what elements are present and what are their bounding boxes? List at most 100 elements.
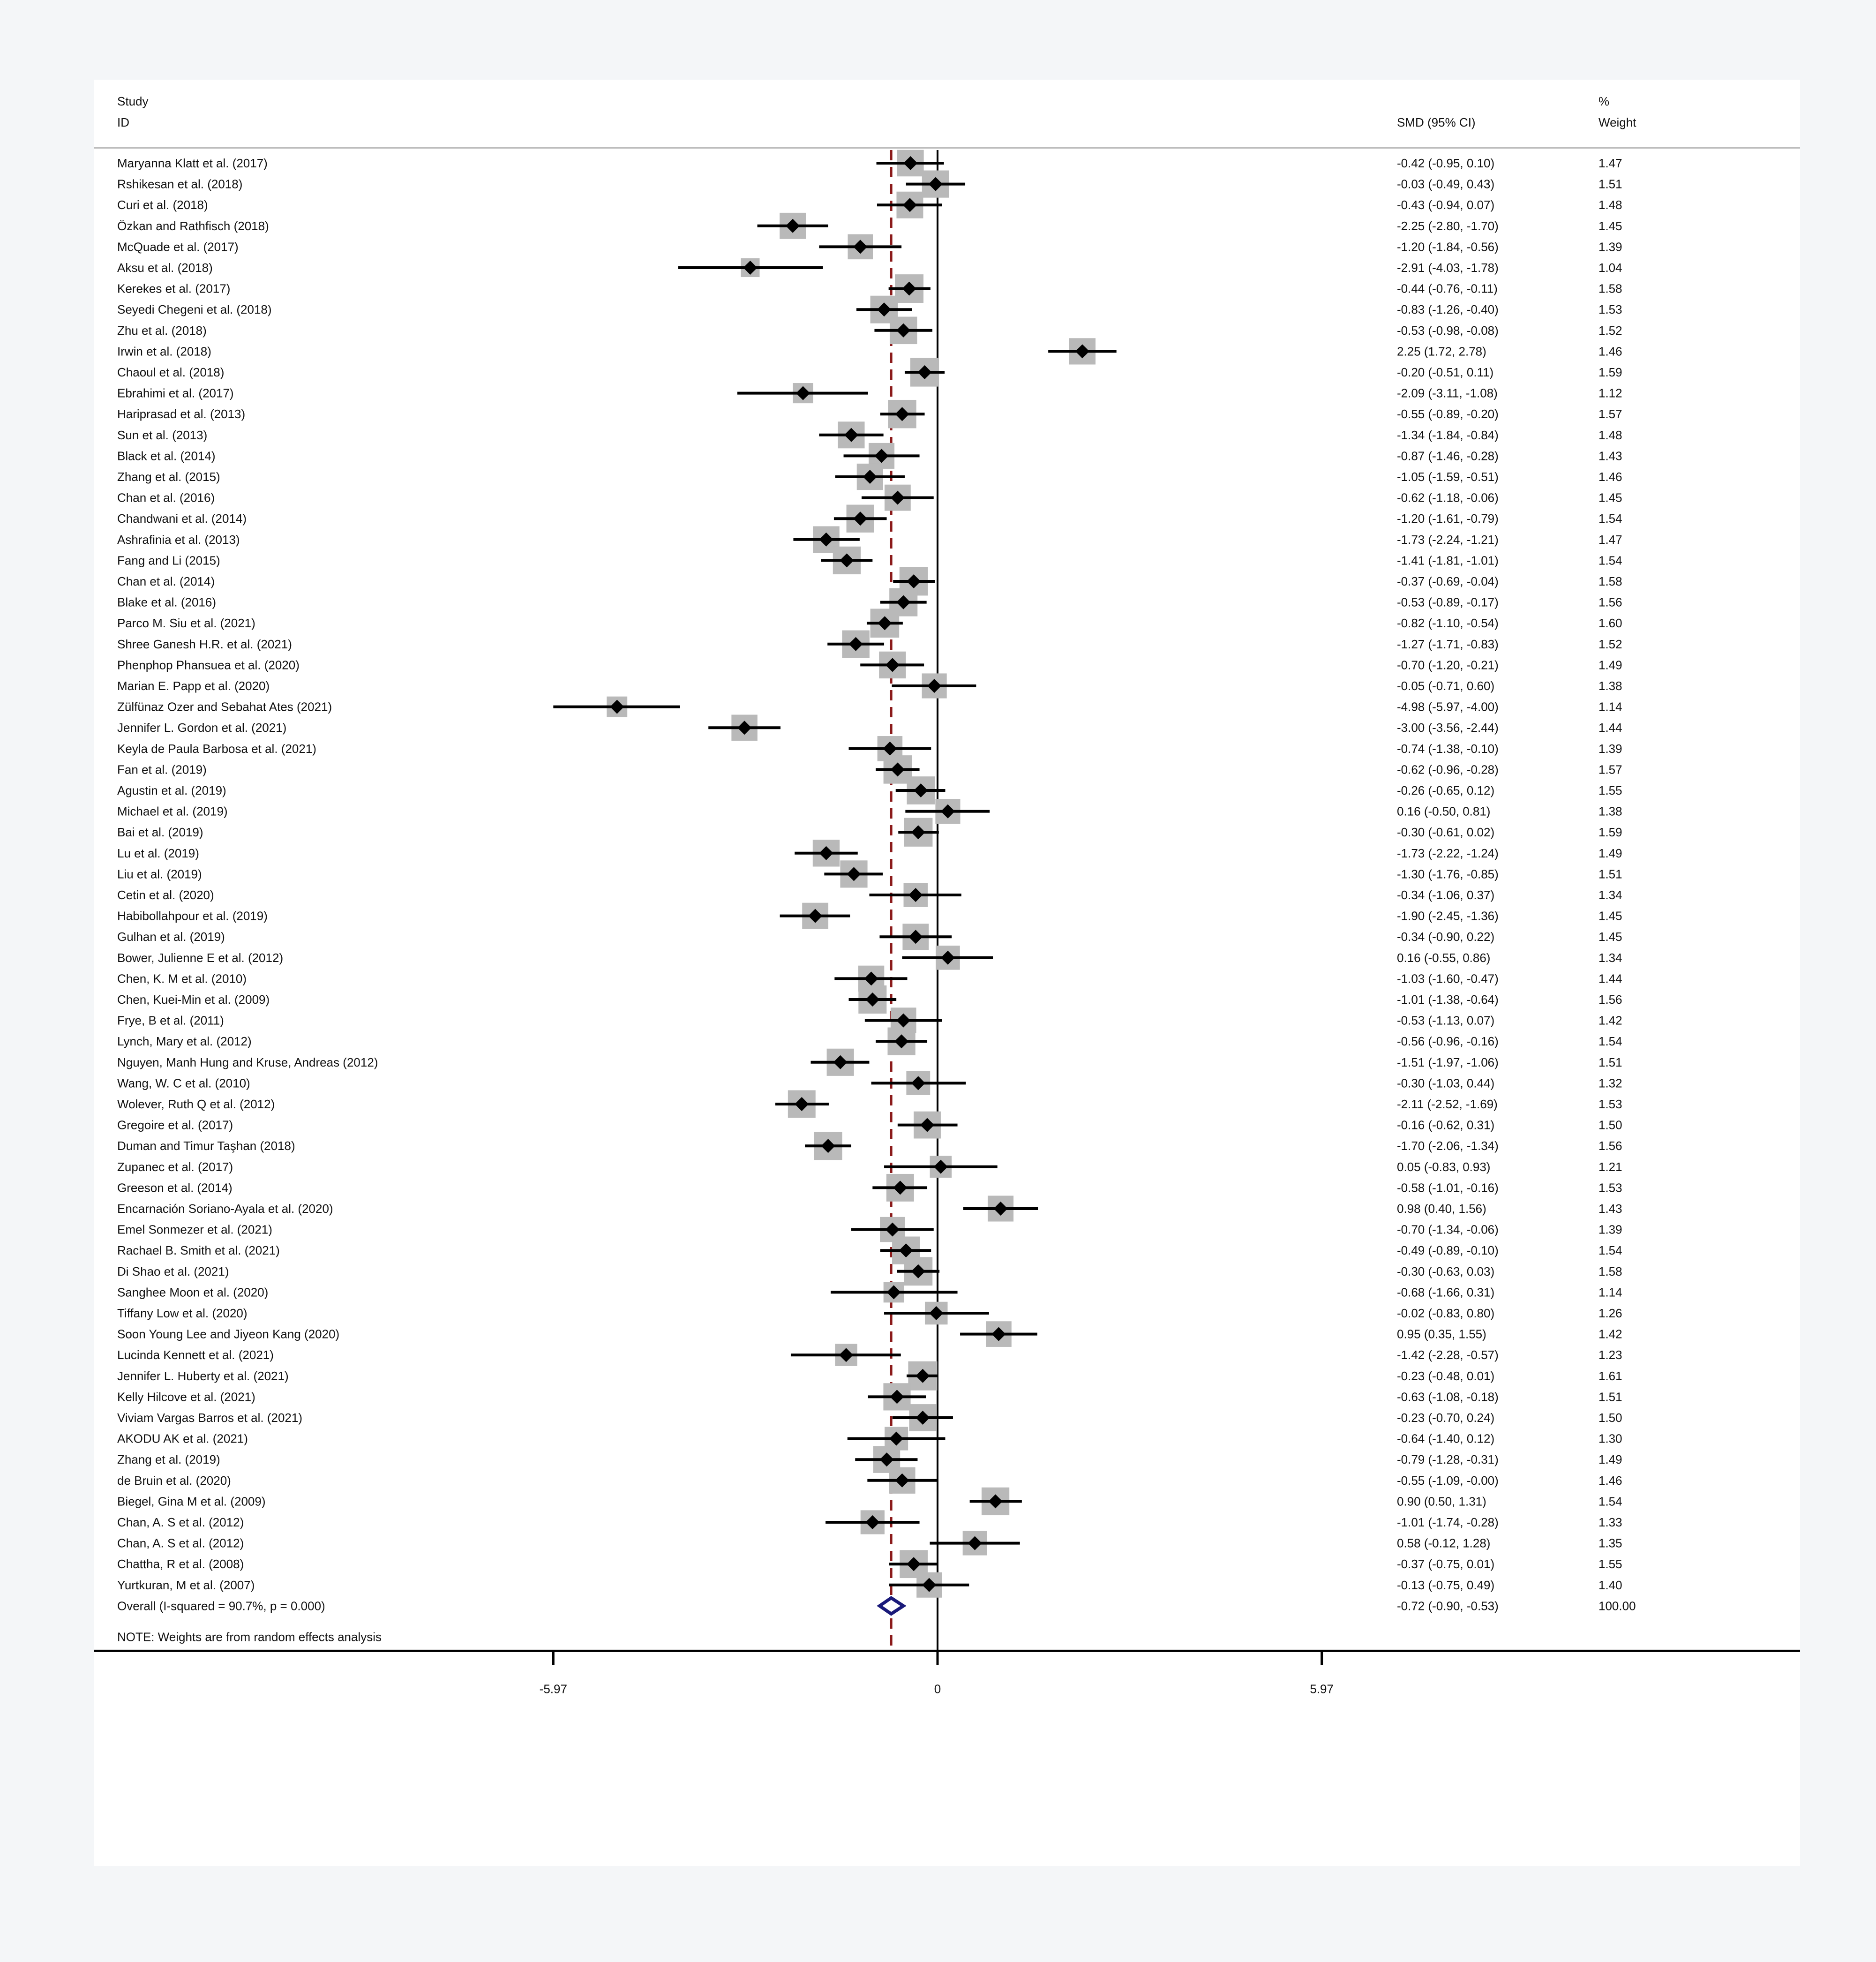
ci-value: -1.01 (-1.38, -0.64) xyxy=(1397,992,1499,1007)
weight-value: 1.40 xyxy=(1598,1578,1622,1592)
study-row: Blake et al. (2016) -0.53 (-0.89, -0.17) 1… xyxy=(117,588,1622,616)
point-estimate xyxy=(899,1243,913,1258)
weight-value: 1.54 xyxy=(1598,553,1622,567)
study-label: Fang and Li (2015) xyxy=(117,553,220,567)
weight-value: 1.54 xyxy=(1598,1243,1622,1257)
ci-value: 0.90 (0.50, 1.31) xyxy=(1397,1494,1486,1508)
study-row: AKODU AK et al. (2021) -0.64 (-1.40, 0.12… xyxy=(117,1427,1622,1451)
x-tick-label: -5.97 xyxy=(540,1682,567,1696)
weight-value: 1.53 xyxy=(1598,1180,1622,1195)
ci-value: -0.64 (-1.40, 0.12) xyxy=(1397,1432,1494,1446)
study-label: Chattha, R et al. (2008) xyxy=(117,1557,244,1571)
study-row: McQuade et al. (2017) -1.20 (-1.84, -0.56… xyxy=(117,234,1622,260)
weight-value: 1.54 xyxy=(1598,1494,1622,1508)
weight-value: 1.52 xyxy=(1598,637,1622,651)
study-label: Marian E. Papp et al. (2020) xyxy=(117,679,270,693)
study-label: Seyedi Chegeni et al. (2018) xyxy=(117,302,272,316)
weight-value: 1.46 xyxy=(1598,1473,1622,1488)
study-row: Zupanec et al. (2017) 0.05 (-0.83, 0.93) 1… xyxy=(117,1156,1622,1178)
ci-value: -1.73 (-2.22, -1.24) xyxy=(1397,846,1499,860)
study-label: Chan et al. (2014) xyxy=(117,574,215,588)
study-row: Lynch, Mary et al. (2012) -0.56 (-0.96, -… xyxy=(117,1027,1622,1055)
study-row: Maryanna Klatt et al. (2017) -0.42 (-0.95… xyxy=(117,150,1622,177)
point-estimate xyxy=(848,637,863,651)
study-row: Di Shao et al. (2021) -0.30 (-0.63, 0.03)… xyxy=(117,1257,1622,1286)
ci-value: -0.23 (-0.70, 0.24) xyxy=(1397,1411,1494,1425)
study-row: Zhang et al. (2019) -0.79 (-1.28, -0.31) 1… xyxy=(117,1446,1622,1473)
ci-value: -0.13 (-0.75, 0.49) xyxy=(1397,1578,1494,1592)
weight-value: 1.04 xyxy=(1598,261,1622,275)
ci-value: -0.16 (-0.62, 0.31) xyxy=(1397,1118,1494,1132)
study-label: de Bruin et al. (2020) xyxy=(117,1473,231,1488)
weight-value: 1.42 xyxy=(1598,1014,1622,1028)
ci-value: 0.05 (-0.83, 0.93) xyxy=(1397,1160,1490,1174)
weight-value: 1.14 xyxy=(1598,700,1622,714)
ci-value: -0.82 (-1.10, -0.54) xyxy=(1397,616,1499,630)
study-row: Zhang et al. (2015) -1.05 (-1.59, -0.51) 1… xyxy=(117,463,1622,490)
study-row: Yurtkuran, M et al. (2007) -0.13 (-0.75, … xyxy=(117,1572,1622,1598)
ci-value: -4.98 (-5.97, -4.00) xyxy=(1397,700,1499,714)
study-label: Özkan and Rathfisch (2018) xyxy=(117,219,269,233)
ci-value: -0.70 (-1.20, -0.21) xyxy=(1397,658,1499,672)
study-label: Duman and Timur Taşhan (2018) xyxy=(117,1139,295,1153)
study-row: Phenphop Phansuea et al. (2020) -0.70 (-1… xyxy=(117,651,1622,679)
weight-value: 1.39 xyxy=(1598,240,1622,254)
ci-value: -0.43 (-0.94, 0.07) xyxy=(1397,198,1494,212)
study-row: Chandwani et al. (2014) -1.20 (-1.61, -0.… xyxy=(117,504,1622,533)
ci-value: -1.51 (-1.97, -1.06) xyxy=(1397,1055,1499,1069)
point-estimate xyxy=(877,302,892,317)
ci-value: -0.49 (-0.89, -0.10) xyxy=(1397,1243,1499,1257)
weight-value: 1.47 xyxy=(1598,156,1622,170)
point-estimate xyxy=(819,532,833,547)
study-label: Rachael B. Smith et al. (2021) xyxy=(117,1243,280,1257)
study-label: Viviam Vargas Barros et al. (2021) xyxy=(117,1411,302,1425)
study-row: Curi et al. (2018) -0.43 (-0.94, 0.07) 1.4… xyxy=(117,191,1622,218)
study-label: Zupanec et al. (2017) xyxy=(117,1160,233,1174)
study-row: Aksu et al. (2018) -2.91 (-4.03, -1.78) 1.… xyxy=(117,258,1622,278)
weight-value: 1.38 xyxy=(1598,804,1622,819)
study-row: Sun et al. (2013) -1.34 (-1.84, -0.84) 1.4… xyxy=(117,421,1622,449)
point-estimate xyxy=(786,218,800,233)
point-estimate xyxy=(894,1034,909,1049)
ci-value: -0.05 (-0.71, 0.60) xyxy=(1397,679,1494,693)
point-estimate xyxy=(893,1180,908,1195)
study-row: Nguyen, Manh Hung and Kruse, Andreas (20… xyxy=(117,1048,1622,1076)
study-label: Zülfünaz Ozer and Sebahat Ates (2021) xyxy=(117,700,332,714)
study-label: Aksu et al. (2018) xyxy=(117,261,213,275)
ci-value: -2.25 (-2.80, -1.70) xyxy=(1397,219,1499,233)
study-label: Chaoul et al. (2018) xyxy=(117,365,224,379)
ci-value: -0.79 (-1.28, -0.31) xyxy=(1397,1452,1499,1466)
ci-value: -0.37 (-0.75, 0.01) xyxy=(1397,1557,1494,1571)
ci-value: -0.53 (-0.89, -0.17) xyxy=(1397,595,1499,609)
ci-value: -0.70 (-1.34, -0.06) xyxy=(1397,1223,1499,1237)
study-label: McQuade et al. (2017) xyxy=(117,240,239,254)
ci-value: -1.20 (-1.61, -0.79) xyxy=(1397,511,1499,526)
header-percent: % xyxy=(1598,94,1609,108)
study-label: Michael et al. (2019) xyxy=(117,804,228,819)
study-row: Cetin et al. (2020) -0.34 (-1.06, 0.37) 1.… xyxy=(117,883,1622,907)
weight-value: 1.39 xyxy=(1598,742,1622,756)
point-estimate xyxy=(833,1055,848,1069)
weight-value: 1.45 xyxy=(1598,909,1622,923)
ci-value: -1.70 (-2.06, -1.34) xyxy=(1397,1139,1499,1153)
point-estimate xyxy=(890,762,905,777)
ci-value: -0.30 (-0.63, 0.03) xyxy=(1397,1264,1494,1278)
footnote: NOTE: Weights are from random effects an… xyxy=(117,1630,382,1644)
study-label: Kerekes et al. (2017) xyxy=(117,282,230,296)
point-estimate xyxy=(915,1368,930,1383)
ci-value: -0.23 (-0.48, 0.01) xyxy=(1397,1369,1494,1383)
study-row: Duman and Timur Taşhan (2018) -1.70 (-2.0… xyxy=(117,1132,1622,1160)
study-row: Wang, W. C et al. (2010) -0.30 (-1.03, 0.… xyxy=(117,1071,1622,1095)
study-label: Parco M. Siu et al. (2021) xyxy=(117,616,255,630)
x-tick-label: 0 xyxy=(934,1682,941,1696)
point-estimate xyxy=(874,449,889,463)
study-label: Wolever, Ruth Q et al. (2012) xyxy=(117,1097,275,1111)
point-estimate xyxy=(821,1139,835,1153)
study-row: Viviam Vargas Barros et al. (2021) -0.23 … xyxy=(117,1404,1622,1431)
ci-value: -1.41 (-1.81, -1.01) xyxy=(1397,553,1499,567)
study-row: Ashrafinia et al. (2013) -1.73 (-2.24, -1… xyxy=(117,526,1622,553)
study-label: Emel Sonmezer et al. (2021) xyxy=(117,1223,272,1237)
point-estimate xyxy=(907,574,921,588)
ci-value: -1.42 (-2.28, -0.57) xyxy=(1397,1348,1499,1362)
point-estimate xyxy=(885,1222,900,1237)
